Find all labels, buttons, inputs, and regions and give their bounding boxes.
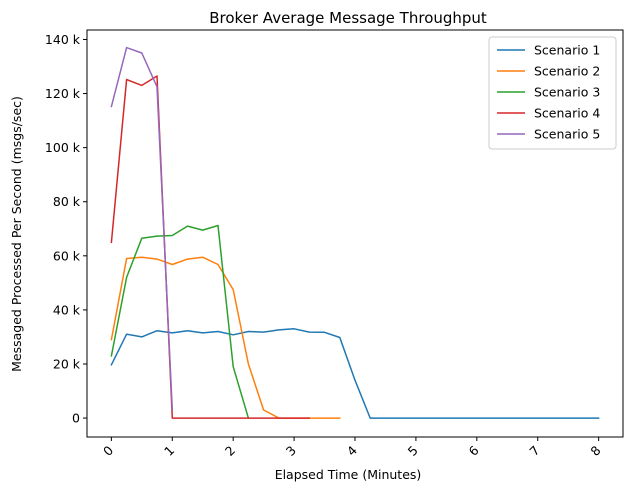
legend-label-5: Scenario 5 xyxy=(534,127,600,142)
series-line-3 xyxy=(110,224,250,420)
y-tick-label: 120 k xyxy=(45,86,81,101)
x-tick-label: 8 xyxy=(587,443,603,459)
x-tick-label: 1 xyxy=(161,443,177,459)
y-tick-label: 60 k xyxy=(53,248,81,263)
y-tick-label: 140 k xyxy=(45,32,81,47)
series-lines xyxy=(110,46,600,420)
y-axis: 0 20 k 40 k 60 k 80 k 100 k 120 k 140 k xyxy=(45,32,87,426)
legend-label-4: Scenario 4 xyxy=(534,106,600,121)
series-line-2 xyxy=(110,256,341,419)
chart-title: Broker Average Message Throughput xyxy=(209,9,487,27)
legend-label-1: Scenario 1 xyxy=(534,43,600,58)
y-tick-label: 40 k xyxy=(53,302,81,317)
x-axis-label: Elapsed Time (Minutes) xyxy=(275,467,422,482)
legend-label-2: Scenario 2 xyxy=(534,64,600,79)
series-line-5 xyxy=(110,46,174,411)
x-tick-label: 5 xyxy=(405,443,421,459)
x-tick-label: 0 xyxy=(100,443,116,459)
series-line-4 xyxy=(110,75,311,419)
y-tick-label: 20 k xyxy=(53,356,81,371)
x-tick-label: 2 xyxy=(222,443,238,459)
series-line-1 xyxy=(110,328,600,419)
y-axis-label: Messaged Processed Per Second (msgs/sec) xyxy=(9,96,24,372)
x-tick-label: 6 xyxy=(466,443,482,459)
x-tick-label: 3 xyxy=(283,443,299,459)
x-tick-label: 7 xyxy=(526,443,542,459)
y-tick-label: 80 k xyxy=(53,194,81,209)
legend-box xyxy=(488,36,617,150)
x-axis: 0 1 2 3 4 5 6 7 8 xyxy=(100,437,604,459)
x-tick-label: 4 xyxy=(344,443,360,459)
y-tick-label: 0 xyxy=(72,411,80,426)
legend: Scenario 1 Scenario 2 Scenario 3 Scenario 4… xyxy=(488,36,617,150)
y-tick-label: 100 k xyxy=(45,140,81,155)
legend-label-3: Scenario 3 xyxy=(534,85,600,100)
